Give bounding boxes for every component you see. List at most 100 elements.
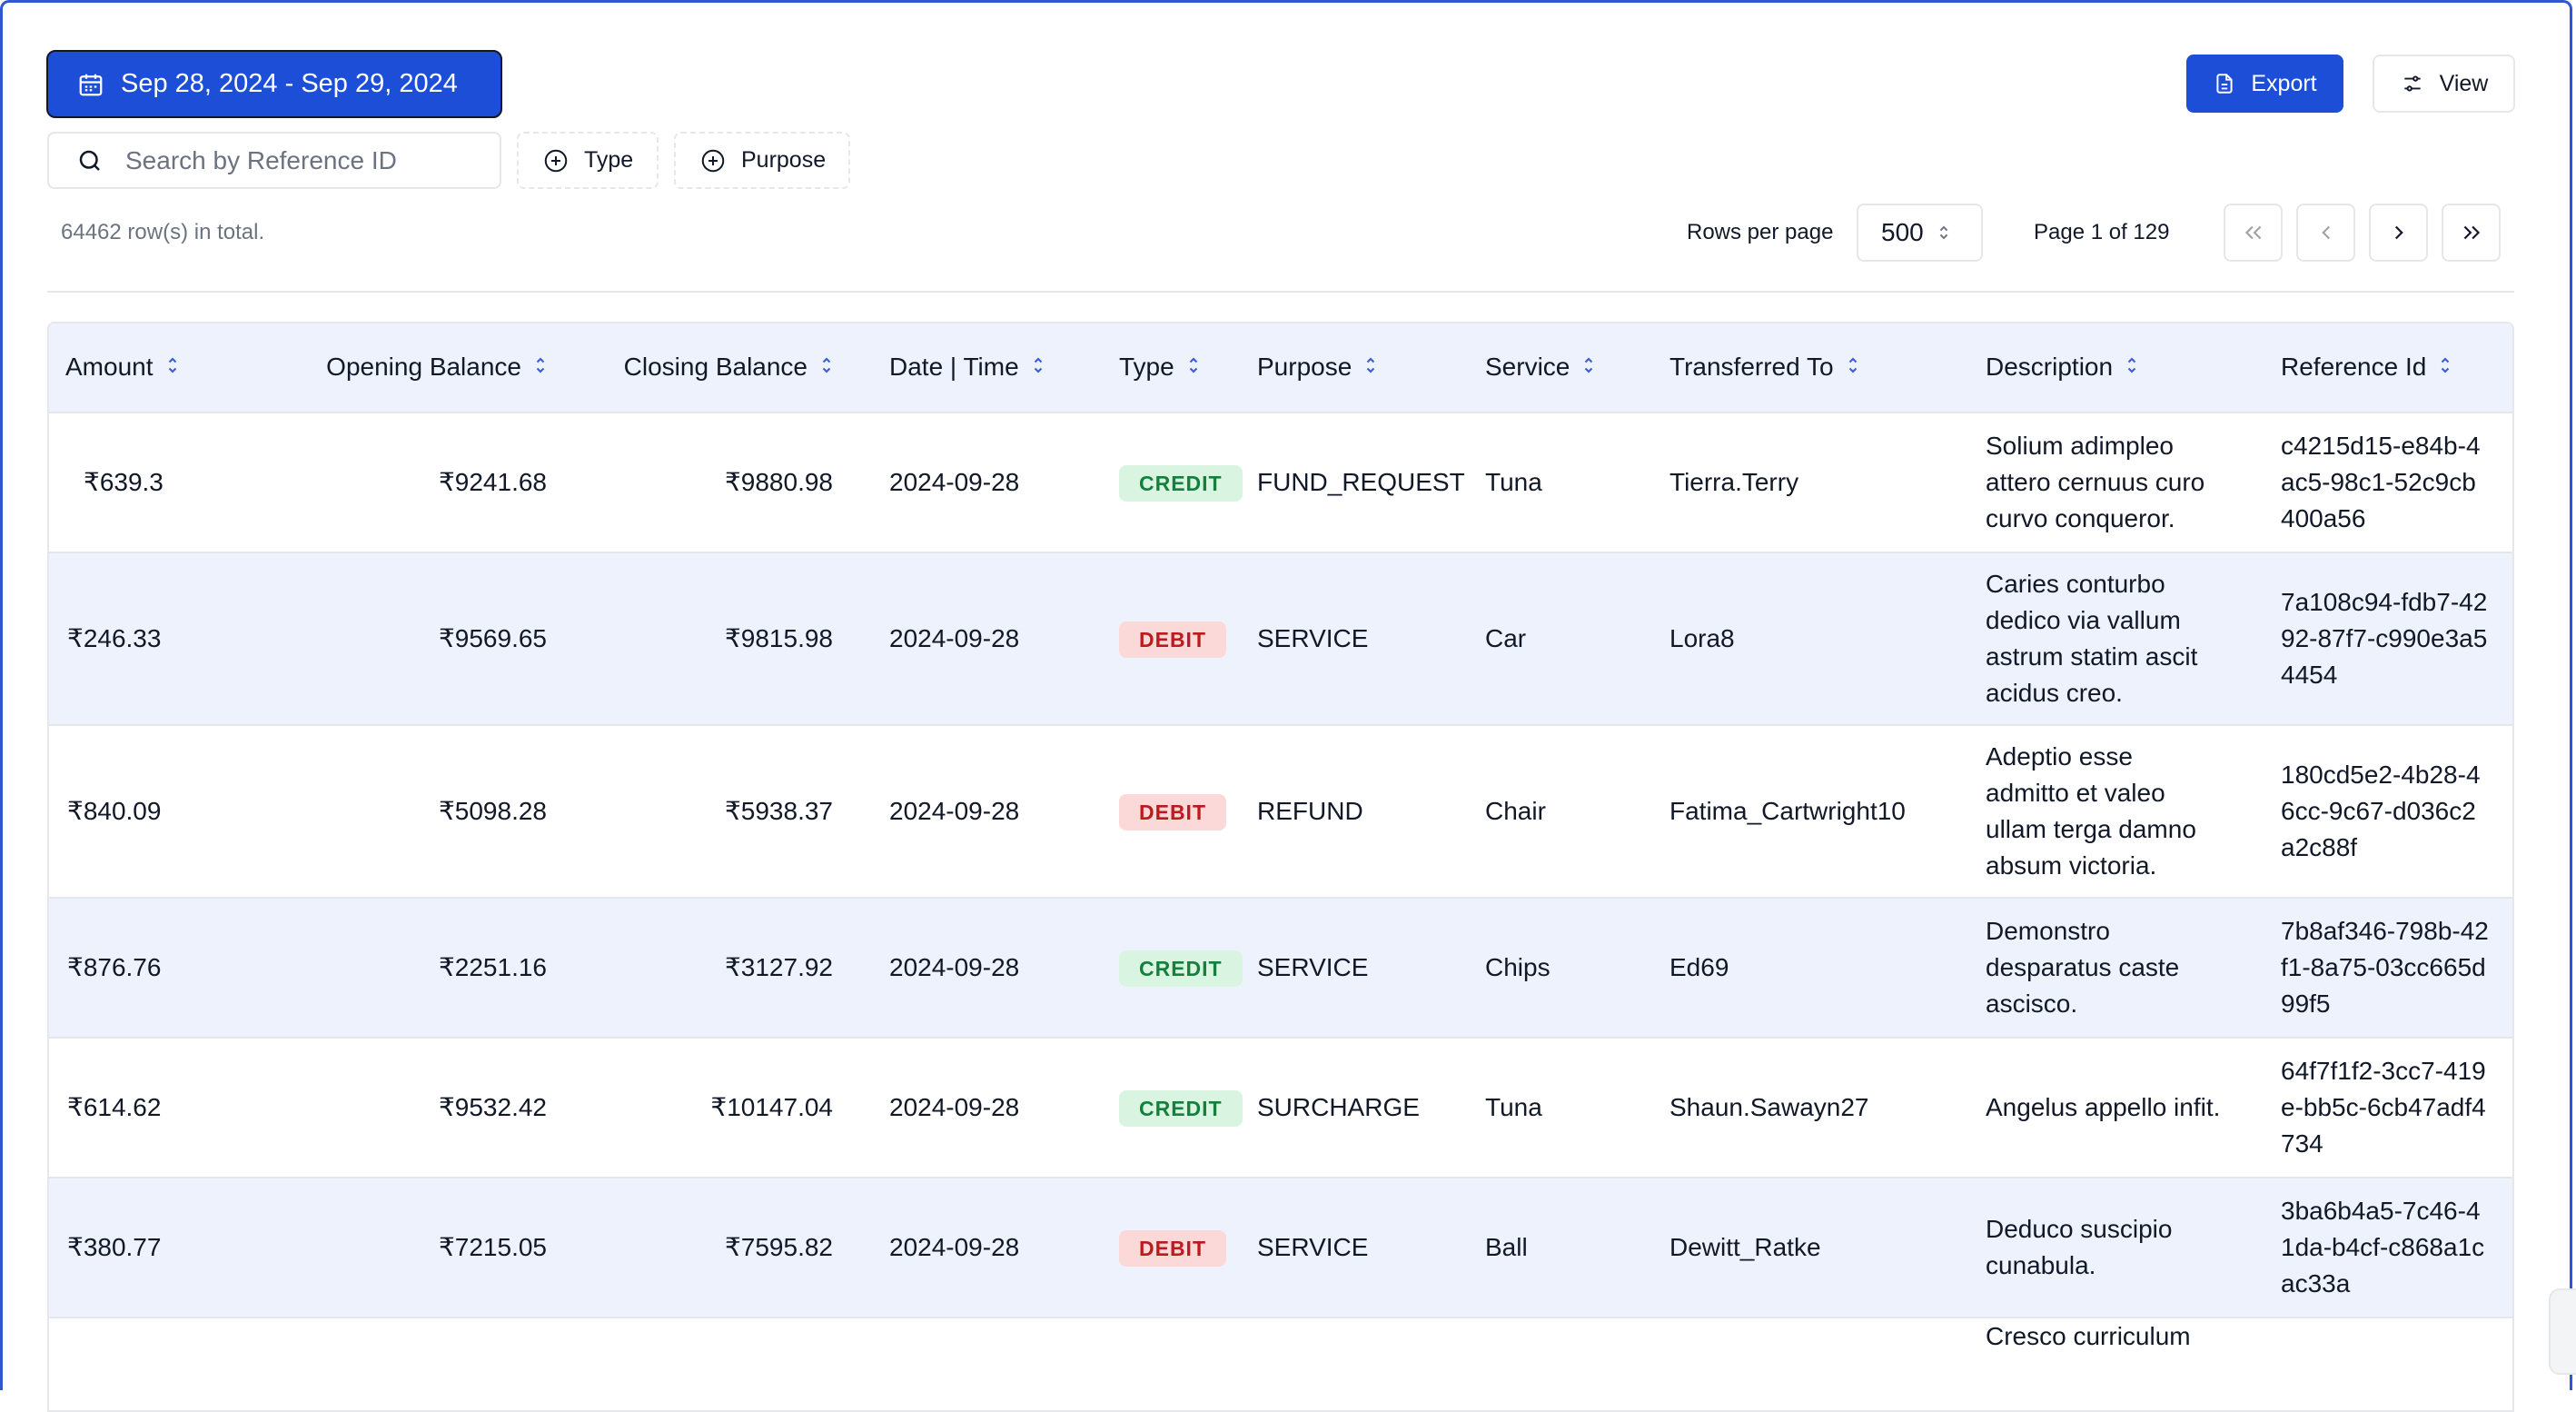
cell-closing-balance	[547, 1317, 833, 1410]
plus-circle-icon	[544, 149, 568, 172]
cell-description-text: Cresco curriculum	[1986, 1322, 2191, 1350]
cell-amount-text: ₹639.3	[84, 468, 163, 496]
cell-purpose: REFUND	[1215, 724, 1443, 898]
table-row[interactable]: ₹380.77 ₹7215.05 ₹7595.82 2024-09-28 DEBIT SE…	[49, 1177, 2512, 1318]
cell-closing-balance: ₹9815.98	[547, 552, 833, 725]
cell-service-text: Chair	[1485, 797, 1546, 825]
cell-date-time: 2024-09-28	[833, 1037, 1063, 1178]
calendar-icon	[79, 74, 103, 95]
column-header-type[interactable]: Type	[1063, 323, 1215, 413]
column-header-service[interactable]: Service	[1443, 323, 1628, 413]
cell-amount: ₹614.62	[49, 1037, 235, 1178]
export-button[interactable]: Export	[2186, 55, 2343, 113]
cell-opening-balance-text: ₹9532.42	[438, 1093, 547, 1121]
file-icon	[2216, 74, 2233, 94]
cell-date-time: 2024-09-28	[833, 1177, 1063, 1318]
cell-opening-balance	[235, 1317, 547, 1410]
cell-amount: ₹876.76	[49, 897, 235, 1038]
table-row[interactable]: ₹246.33 ₹9569.65 ₹9815.98 2024-09-28 DEBIT SE…	[49, 552, 2512, 725]
next-page-button[interactable]	[2369, 204, 2428, 262]
cell-date-time: 2024-09-28	[833, 552, 1063, 725]
cell-service: Chair	[1443, 724, 1628, 898]
column-header-purpose[interactable]: Purpose	[1215, 323, 1443, 413]
sort-icon	[1847, 353, 1859, 383]
cell-closing-balance-text: ₹5938.37	[724, 797, 833, 825]
cell-opening-balance: ₹9241.68	[235, 412, 547, 552]
purpose-filter-button[interactable]: Purpose	[674, 132, 850, 189]
cell-transferred-to: Shaun.Sawayn27	[1628, 1037, 1944, 1178]
cell-description: Caries conturbo dedico via vallum astrum…	[1944, 552, 2239, 725]
cell-opening-balance: ₹9532.42	[235, 1037, 547, 1178]
cell-transferred-to: Tierra.Terry	[1628, 412, 1944, 552]
chevron-updown-icon	[1939, 225, 1947, 240]
view-options-button[interactable]: View	[2373, 55, 2515, 113]
cell-purpose-text: SERVICE	[1257, 1233, 1369, 1261]
cell-reference-id-text: 64f7f1f2-3cc7-419e-bb5c-6cb47adf4734	[2281, 1057, 2486, 1158]
sort-icon	[2125, 353, 2138, 383]
view-label: View	[2439, 70, 2489, 96]
cell-reference-id-text: 3ba6b4a5-7c46-41da-b4cf-c868a1cac33a	[2281, 1197, 2485, 1298]
table-row[interactable]: ₹639.3 ₹9241.68 ₹9880.98 2024-09-28 CREDIT FU…	[49, 412, 2512, 552]
previous-page-button[interactable]	[2296, 204, 2355, 262]
sort-icon	[166, 353, 179, 383]
column-header-reference-id[interactable]: Reference Id	[2239, 323, 2512, 413]
search-input[interactable]	[124, 144, 472, 176]
cell-description: Deduco suscipio cunabula.	[1944, 1177, 2239, 1318]
cell-service-text: Tuna	[1485, 1093, 1542, 1121]
chevron-right-icon	[2394, 225, 2403, 240]
cell-reference-id	[2239, 1317, 2512, 1410]
type-badge: CREDIT	[1119, 464, 1243, 502]
cell-opening-balance-text: ₹7215.05	[438, 1233, 547, 1261]
cell-description: Angelus appello infit.	[1944, 1037, 2239, 1178]
cell-reference-id: 7b8af346-798b-42f1-8a75-03cc665d99f5	[2239, 897, 2512, 1038]
table-header-row: Amount Opening Balance Closing Balance D…	[49, 323, 2512, 413]
cell-closing-balance-text: ₹10147.04	[710, 1093, 833, 1121]
cell-service-text: Chips	[1485, 953, 1551, 981]
rows-per-page-select[interactable]: 500	[1857, 204, 1983, 262]
cell-service	[1443, 1317, 1628, 1410]
column-header-opening-balance[interactable]: Opening Balance	[235, 323, 547, 413]
table-row[interactable]: ₹876.76 ₹2251.16 ₹3127.92 2024-09-28 CREDIT S…	[49, 897, 2512, 1038]
cell-purpose: SURCHARGE	[1215, 1037, 1443, 1178]
cell-transferred-to: Lora8	[1628, 552, 1944, 725]
sort-icon	[1582, 353, 1595, 383]
table-row[interactable]: ₹840.09 ₹5098.28 ₹5938.37 2024-09-28 DEBIT RE…	[49, 724, 2512, 898]
cell-purpose	[1215, 1317, 1443, 1410]
first-page-button[interactable]	[2224, 204, 2283, 262]
column-header-transferred-to[interactable]: Transferred To	[1628, 323, 1944, 413]
column-header-closing-balance[interactable]: Closing Balance	[547, 323, 833, 413]
column-header-description[interactable]: Description	[1944, 323, 2239, 413]
plus-circle-icon	[701, 149, 725, 172]
search-field[interactable]	[47, 132, 501, 189]
column-header-date-time[interactable]: Date | Time	[833, 323, 1063, 413]
cell-reference-id: 7a108c94-fdb7-4292-87f7-c990e3a54454	[2239, 552, 2512, 725]
cell-reference-id-text: 7a108c94-fdb7-4292-87f7-c990e3a54454	[2281, 588, 2488, 689]
last-page-button[interactable]	[2442, 204, 2501, 262]
table-row[interactable]: Cresco curriculum	[49, 1317, 2512, 1410]
cell-amount: ₹380.77	[49, 1177, 235, 1318]
sort-icon	[1032, 353, 1045, 383]
side-handle[interactable]	[2549, 1288, 2576, 1375]
cell-purpose: SERVICE	[1215, 897, 1443, 1038]
table-row[interactable]: ₹614.62 ₹9532.42 ₹10147.04 2024-09-28 CREDIT…	[49, 1037, 2512, 1178]
date-range-picker-button[interactable]: Sep 28, 2024 - Sep 29, 2024	[46, 50, 502, 118]
type-badge: CREDIT	[1119, 1089, 1243, 1127]
type-filter-label: Type	[584, 147, 634, 173]
cell-description-text: Angelus appello infit.	[1986, 1093, 2221, 1121]
type-badge: CREDIT	[1119, 950, 1243, 987]
cell-type	[1063, 1317, 1215, 1410]
rows-total-text: 64462 row(s) in total.	[61, 220, 265, 244]
cell-description: Demonstro desparatus caste ascisco.	[1944, 897, 2239, 1038]
sliders-icon	[2403, 75, 2421, 92]
sort-icon	[1187, 353, 1200, 383]
cell-description-text: Solium adimpleo attero cernuus curo curv…	[1986, 432, 2205, 532]
column-header-amount[interactable]: Amount	[49, 323, 235, 413]
cell-reference-id: 64f7f1f2-3cc7-419e-bb5c-6cb47adf4734	[2239, 1037, 2512, 1178]
cell-transferred-to: Fatima_Cartwright10	[1628, 724, 1944, 898]
cell-purpose: SERVICE	[1215, 552, 1443, 725]
cell-date-time	[833, 1317, 1063, 1410]
page-info: Page 1 of 129	[2034, 220, 2170, 244]
type-filter-button[interactable]: Type	[517, 132, 659, 189]
cell-date-time: 2024-09-28	[833, 897, 1063, 1038]
cell-transferred-to: Dewitt_Ratke	[1628, 1177, 1944, 1318]
